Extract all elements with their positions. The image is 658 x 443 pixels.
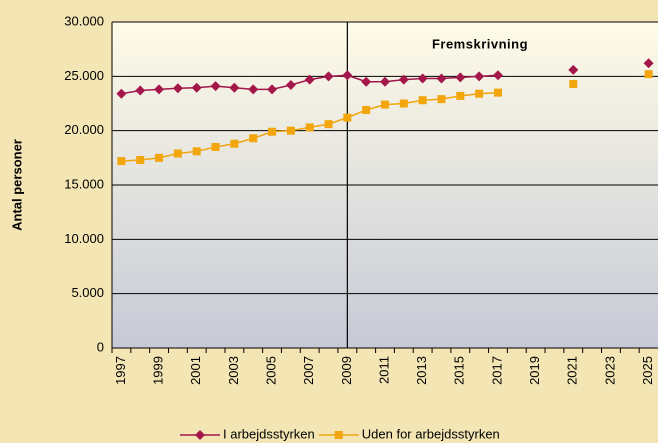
x-tick-label: 2003 [226,356,241,385]
point [569,79,578,88]
point [324,120,333,129]
x-tick-label: 2011 [376,356,391,384]
point [362,106,371,115]
point [456,91,465,100]
point [286,126,295,135]
point [436,73,447,84]
x-tick-label: 2009 [339,356,354,385]
x-tick-label: 2001 [188,356,203,385]
point [285,80,296,91]
point [381,100,389,109]
point [230,139,239,148]
y-tick-label: 5.000 [71,285,104,300]
legend-label: I arbejdsstyrken [223,426,315,441]
x-tick-label: 2005 [263,356,278,385]
y-tick-label: 30.000 [64,13,104,28]
annotation: Fremskrivning [432,36,528,51]
point [248,84,259,95]
x-tick-label: 1999 [151,356,166,385]
point [154,84,165,95]
y-tick-label: 10.000 [64,231,104,246]
point [398,74,409,85]
point [229,82,240,93]
point [135,85,146,96]
point [380,76,390,87]
point [191,82,202,93]
point [117,157,126,166]
x-tick-label: 2019 [527,356,542,385]
y-tick-label: 15.000 [64,176,104,191]
point [192,147,201,156]
point [173,149,182,158]
point [323,71,334,82]
y-tick-label: 20.000 [64,122,104,137]
point [643,58,654,69]
point [210,81,221,92]
x-tick-label: 2017 [489,356,504,385]
point [116,88,127,99]
x-tick-label: 2013 [414,356,429,385]
y-tick-label: 25.000 [64,68,104,83]
point [437,95,446,104]
x-tick-label: 2007 [301,356,316,385]
x-tick-label: 2015 [452,356,467,385]
x-tick-label: 2021 [565,356,580,385]
legend-marker [334,431,343,439]
point [211,142,220,151]
point [268,127,277,136]
point [475,89,484,98]
point [342,70,353,81]
point [267,84,278,95]
point [568,64,579,75]
y-axis-label: Antal personer [9,139,24,231]
point [155,153,164,162]
legend-label: Uden for arbejdsstyrken [362,426,500,441]
point [399,99,408,108]
point [474,71,485,82]
x-tick-label: 1997 [113,356,128,385]
point [418,96,427,105]
point [361,76,372,87]
y-tick-label: 0 [97,339,104,354]
point [249,134,258,143]
point [343,113,352,122]
point [305,123,314,132]
point [172,83,183,94]
point [417,73,428,84]
legend-marker [195,430,205,440]
point [492,70,503,81]
point [136,156,145,165]
x-tick-label: 2025 [640,356,655,385]
point [304,74,315,85]
point [493,88,502,97]
x-tick-label: 2023 [602,356,617,385]
point [644,70,653,79]
point [455,72,466,83]
